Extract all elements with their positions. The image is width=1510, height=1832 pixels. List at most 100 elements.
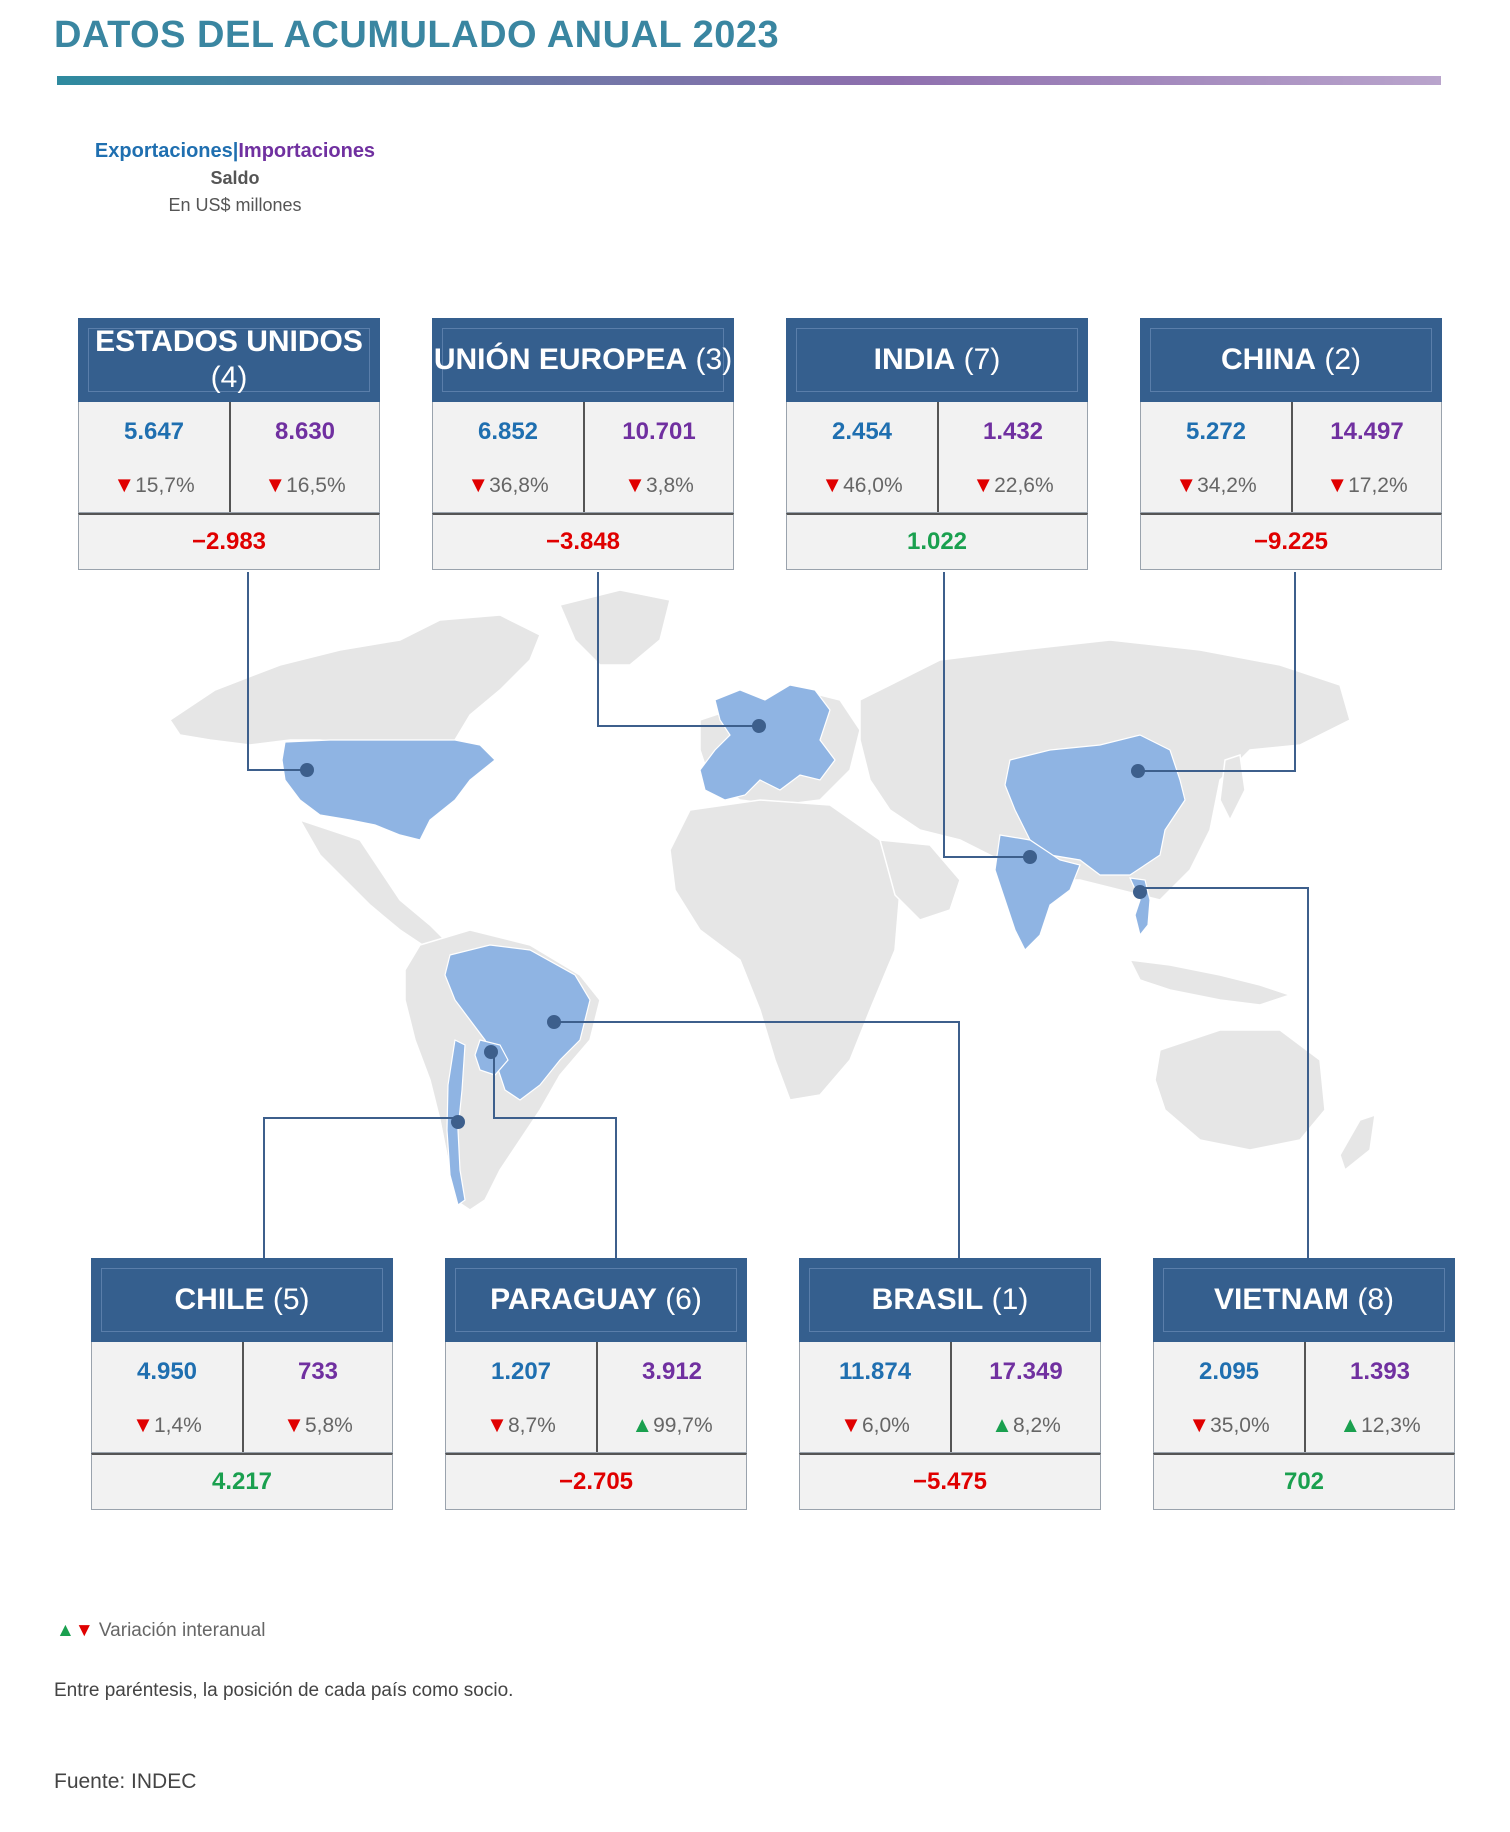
card-china: CHINA (2) 5.272 ▼34,2% 14.497 ▼17,2% −9.225 [1140, 318, 1442, 570]
trade-balance: −9.225 [1140, 513, 1442, 570]
marker-brasil [547, 1015, 561, 1029]
exports-value: 2.095 [1198, 1358, 1260, 1385]
exports-cell: 5.272 ▼34,2% [1141, 402, 1291, 512]
exports-value: 5.272 [1185, 418, 1247, 445]
exports-cell: 2.095 ▼35,0% [1154, 1342, 1304, 1452]
legend-separator: | [232, 140, 239, 162]
trade-balance: −2.705 [445, 1453, 747, 1510]
card-header: BRASIL (1) [799, 1258, 1101, 1342]
up-arrow-icon: ▲ [56, 1620, 75, 1641]
land-new-zealand [1339, 1113, 1376, 1172]
exports-value: 2.454 [831, 418, 893, 445]
exports-value: 4.950 [136, 1358, 198, 1385]
page-title: DATOS DEL ACUMULADO ANUAL 2023 [54, 14, 780, 56]
connector-brasil [554, 1021, 960, 1258]
imports-variation: ▼17,2% [1326, 472, 1408, 497]
down-arrow-icon: ▼ [132, 1412, 154, 1437]
imports-cell: 3.912 ▲99,7% [596, 1342, 746, 1452]
legend-saldo: Saldo [210, 168, 260, 188]
connector-chile [263, 1117, 463, 1258]
exports-variation: ▼36,8% [467, 472, 549, 497]
exports-value: 6.852 [477, 418, 539, 445]
imports-variation: ▼3,8% [624, 472, 694, 497]
down-arrow-icon: ▼ [74, 1620, 94, 1641]
imports-cell: 1.393 ▲12,3% [1304, 1342, 1454, 1452]
imports-variation: ▲12,3% [1339, 1412, 1421, 1437]
trade-balance: −5.475 [799, 1453, 1101, 1510]
legend-exports: Exportaciones [94, 140, 233, 162]
country-name: INDIA [873, 343, 956, 376]
card-header: VIETNAM (8) [1153, 1258, 1455, 1342]
land-africa [669, 799, 901, 1101]
down-arrow-icon: ▼ [486, 1412, 508, 1437]
trade-values: 6.852 ▼36,8% 10.701 ▼3,8% [432, 402, 734, 513]
card-vietnam: VIETNAM (8) 2.095 ▼35,0% 1.393 ▲12,3% 702 [1153, 1258, 1455, 1510]
exports-value: 5.647 [123, 418, 185, 445]
imports-cell: 10.701 ▼3,8% [583, 402, 733, 512]
country-name: CHINA [1220, 343, 1316, 376]
exports-variation: ▼15,7% [113, 472, 195, 497]
up-arrow-icon: ▲ [631, 1412, 654, 1437]
country-name: ESTADOS UNIDOS [95, 325, 363, 358]
imports-cell: 17.349 ▲8,2% [950, 1342, 1100, 1452]
imports-value: 3.912 [641, 1358, 703, 1385]
variation-legend-label: Variación interanual [98, 1620, 266, 1641]
imports-value: 10.701 [622, 418, 696, 445]
country-name: UNIÓN EUROPEA [433, 343, 688, 376]
trade-values: 11.874 ▼6,0% 17.349 ▲8,2% [799, 1342, 1101, 1453]
partner-rank: (4) [210, 361, 248, 394]
connector-lines [247, 572, 1309, 1258]
land-mexico [298, 818, 447, 951]
trade-values: 5.647 ▼15,7% 8.630 ▼16,5% [78, 402, 380, 513]
country-brasil [444, 944, 591, 1101]
connector-paraguay [493, 1055, 617, 1258]
exports-cell: 1.207 ▼8,7% [446, 1342, 596, 1452]
land-japan [1219, 754, 1246, 822]
card-header: INDIA (7) [786, 318, 1088, 402]
trade-values: 2.454 ▼46,0% 1.432 ▼22,6% [786, 402, 1088, 513]
connector-us [247, 572, 307, 771]
partner-rank: (2) [1324, 343, 1361, 376]
imports-value: 8.630 [274, 418, 336, 445]
partner-rank: (5) [272, 1283, 310, 1316]
card-header: ESTADOS UNIDOS (4) [78, 318, 380, 402]
trade-values: 2.095 ▼35,0% 1.393 ▲12,3% [1153, 1342, 1455, 1453]
exports-cell: 5.647 ▼15,7% [79, 402, 229, 512]
imports-value: 14.497 [1330, 418, 1404, 445]
exports-value: 1.207 [490, 1358, 552, 1385]
down-arrow-icon: ▼ [1326, 472, 1349, 497]
card-header: CHILE (5) [91, 1258, 393, 1342]
down-arrow-icon: ▼ [624, 472, 646, 497]
card-header: CHINA (2) [1140, 318, 1442, 402]
country-name: CHILE [174, 1283, 265, 1316]
card-header: UNIÓN EUROPEA (3) [432, 318, 734, 402]
imports-value: 1.432 [982, 418, 1044, 445]
trade-values: 4.950 ▼1,4% 733 ▼5,8% [91, 1342, 393, 1453]
marker-eu [752, 719, 766, 733]
connector-china [1138, 572, 1296, 772]
legend-unit: En US$ millones [168, 195, 302, 215]
down-arrow-icon: ▼ [972, 472, 995, 497]
connector-eu [597, 572, 759, 727]
exports-cell: 11.874 ▼6,0% [800, 1342, 950, 1452]
country-name: PARAGUAY [490, 1283, 657, 1316]
exports-variation: ▼8,7% [486, 1412, 556, 1437]
trade-balance: 1.022 [786, 513, 1088, 570]
country-markers [300, 719, 1147, 1129]
country-name: VIETNAM [1213, 1283, 1349, 1316]
exports-variation: ▼46,0% [821, 472, 903, 497]
partner-rank: (7) [963, 343, 1001, 376]
land-greenland [558, 589, 671, 666]
partner-rank: (6) [665, 1283, 702, 1316]
country-european-union [699, 684, 836, 801]
imports-value: 17.349 [989, 1358, 1063, 1385]
card-india: INDIA (7) 2.454 ▼46,0% 1.432 ▼22,6% 1.022 [786, 318, 1088, 570]
down-arrow-icon: ▼ [113, 472, 136, 497]
marker-paraguay [484, 1045, 498, 1059]
down-arrow-icon: ▼ [264, 472, 287, 497]
marker-vietnam [1133, 885, 1147, 899]
connector-vietnam [1140, 887, 1309, 1258]
imports-value: 733 [297, 1358, 339, 1385]
imports-variation: ▼5,8% [283, 1412, 353, 1437]
